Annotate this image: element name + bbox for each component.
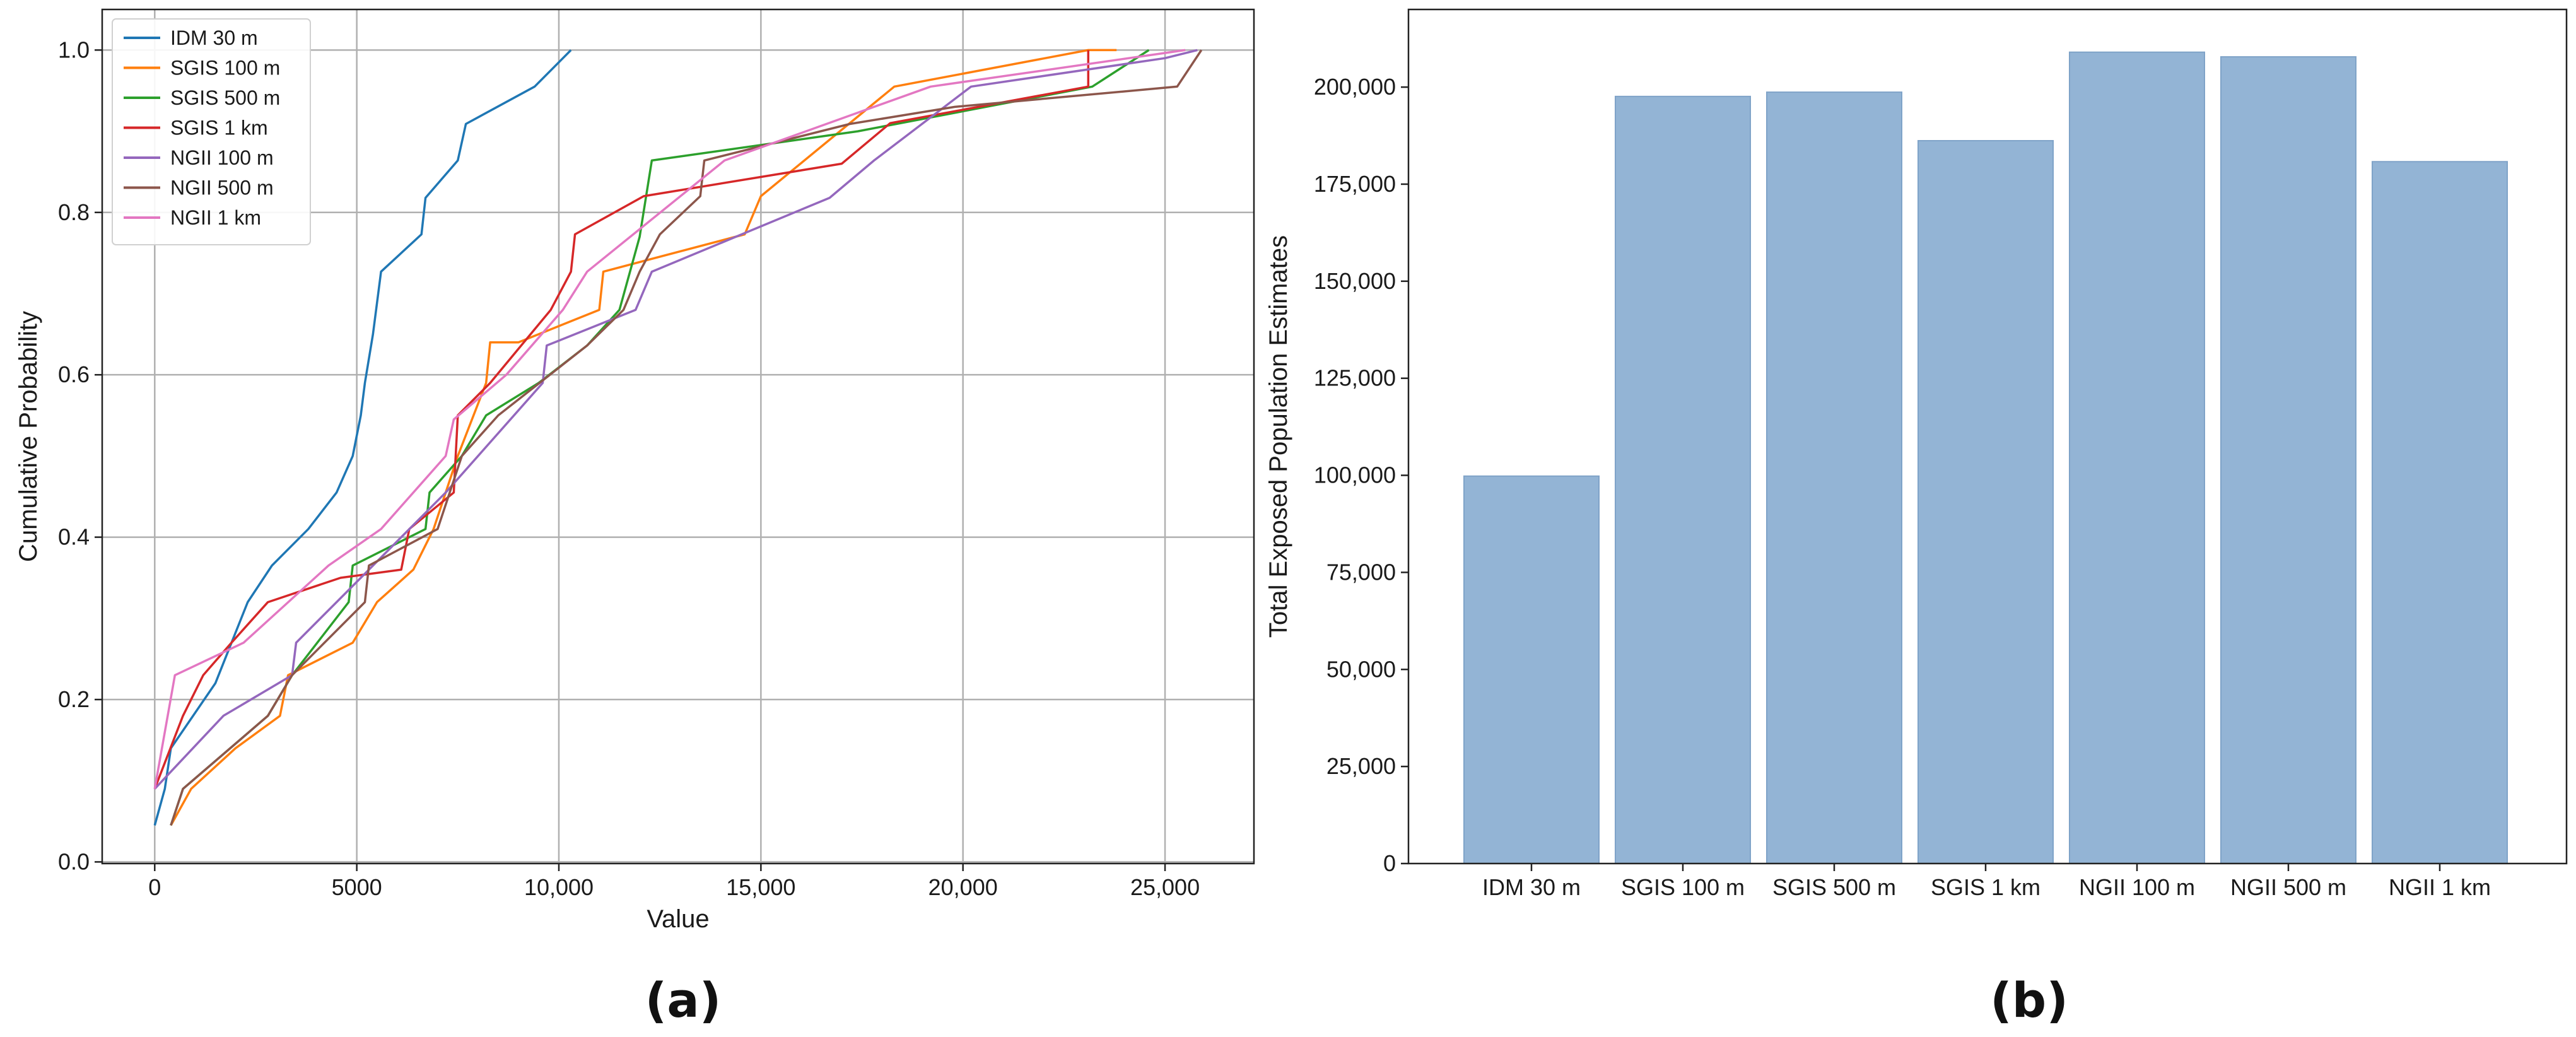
- series-line-idm-30-m: [153, 49, 572, 826]
- x-tick-label: NGII 100 m: [2079, 874, 2195, 900]
- panel-b-bar-chart: IDM 30 m SGIS 100 m SGIS 500 m SGIS 1 km NGI…: [1265, 8, 2568, 1028]
- panel-a-label: (a): [645, 972, 722, 1028]
- panel-a-y-ticks: 0.0 0.2 0.4 0.6 0.8 1.0: [58, 37, 102, 874]
- series-line-ngii-1-km: [153, 49, 1186, 789]
- y-tick-label: 0.8: [58, 199, 90, 225]
- x-tick-label: SGIS 1 km: [1931, 874, 2040, 900]
- legend-box: [112, 18, 311, 245]
- series-line-sgis-100-m: [170, 49, 1117, 826]
- panel-a-frame: [101, 8, 1255, 865]
- legend-label: SGIS 500 m: [170, 86, 280, 109]
- legend-label: NGII 100 m: [170, 146, 274, 169]
- y-tick-label: 200,000: [1314, 74, 1396, 100]
- legend-label: SGIS 1 km: [170, 117, 268, 139]
- y-tick-label: 0.2: [58, 686, 90, 712]
- panel-b-label: (b): [1990, 972, 2068, 1028]
- series-line-ngii-500-m: [170, 49, 1203, 826]
- x-tick-label: SGIS 500 m: [1772, 874, 1896, 900]
- y-tick-label: 1.0: [58, 37, 90, 62]
- panel-a-series: [153, 49, 1203, 826]
- x-tick-label: NGII 500 m: [2230, 874, 2346, 900]
- bar: [2069, 51, 2205, 865]
- legend-label: SGIS 100 m: [170, 57, 280, 79]
- panel-b-x-ticks: IDM 30 m SGIS 100 m SGIS 500 m SGIS 1 km NGI…: [1482, 864, 2491, 900]
- bar: [1615, 95, 1751, 864]
- panel-a-x-axis-title: Value: [647, 905, 709, 933]
- bar: [1917, 140, 2054, 864]
- bar: [1766, 91, 1902, 865]
- x-tick-label: 25,000: [1130, 874, 1200, 900]
- panel-a-legend: IDM 30 m SGIS 100 m SGIS 500 m SGIS 1 km NGI…: [112, 18, 311, 245]
- y-tick-label: 0: [1383, 850, 1396, 876]
- legend-label: NGII 500 m: [170, 177, 274, 199]
- y-tick-label: 150,000: [1314, 268, 1396, 294]
- panel-b-bars: [1463, 51, 2508, 865]
- x-tick-label: IDM 30 m: [1482, 874, 1581, 900]
- y-tick-label: 0.4: [58, 524, 90, 550]
- y-tick-label: 50,000: [1326, 656, 1396, 682]
- bar: [1463, 475, 1600, 864]
- y-tick-label: 100,000: [1314, 462, 1396, 488]
- y-tick-label: 75,000: [1326, 559, 1396, 585]
- x-tick-label: 20,000: [928, 874, 998, 900]
- y-tick-label: 0.6: [58, 361, 90, 387]
- panel-a-cdf-chart: 0 5000 10,000 15,000 20,000 25,000 0.00.20.40…: [15, 8, 1255, 1028]
- x-tick-label: 10,000: [524, 874, 594, 900]
- panel-a-y-axis-title: Cumulative Probability: [15, 311, 42, 562]
- series-line-ngii-100-m: [154, 49, 1198, 790]
- y-tick-label: 0.0: [58, 848, 90, 874]
- panel-b-y-axis-title: Total Exposed Population Estimates: [1265, 235, 1292, 638]
- panel-b-y-ticks: 0 25,000 50,000 75,000 100,000 125,000 150,000…: [1314, 74, 1408, 876]
- x-tick-label: 15,000: [726, 874, 795, 900]
- bar: [2220, 56, 2356, 865]
- x-tick-label: SGIS 100 m: [1621, 874, 1745, 900]
- legend-label: IDM 30 m: [170, 26, 258, 49]
- x-tick-label: 5000: [332, 874, 382, 900]
- panel-a-x-ticks: 0 5000 10,000 15,000 20,000 25,000: [148, 864, 1200, 900]
- y-tick-label: 125,000: [1314, 365, 1396, 391]
- x-tick-label: 0: [148, 874, 161, 900]
- legend-label: NGII 1 km: [170, 206, 261, 229]
- y-tick-label: 175,000: [1314, 171, 1396, 197]
- bar: [2372, 161, 2508, 864]
- x-tick-label: NGII 1 km: [2389, 874, 2491, 900]
- y-tick-label: 25,000: [1326, 753, 1396, 779]
- panel-b-frame: [1407, 8, 2568, 865]
